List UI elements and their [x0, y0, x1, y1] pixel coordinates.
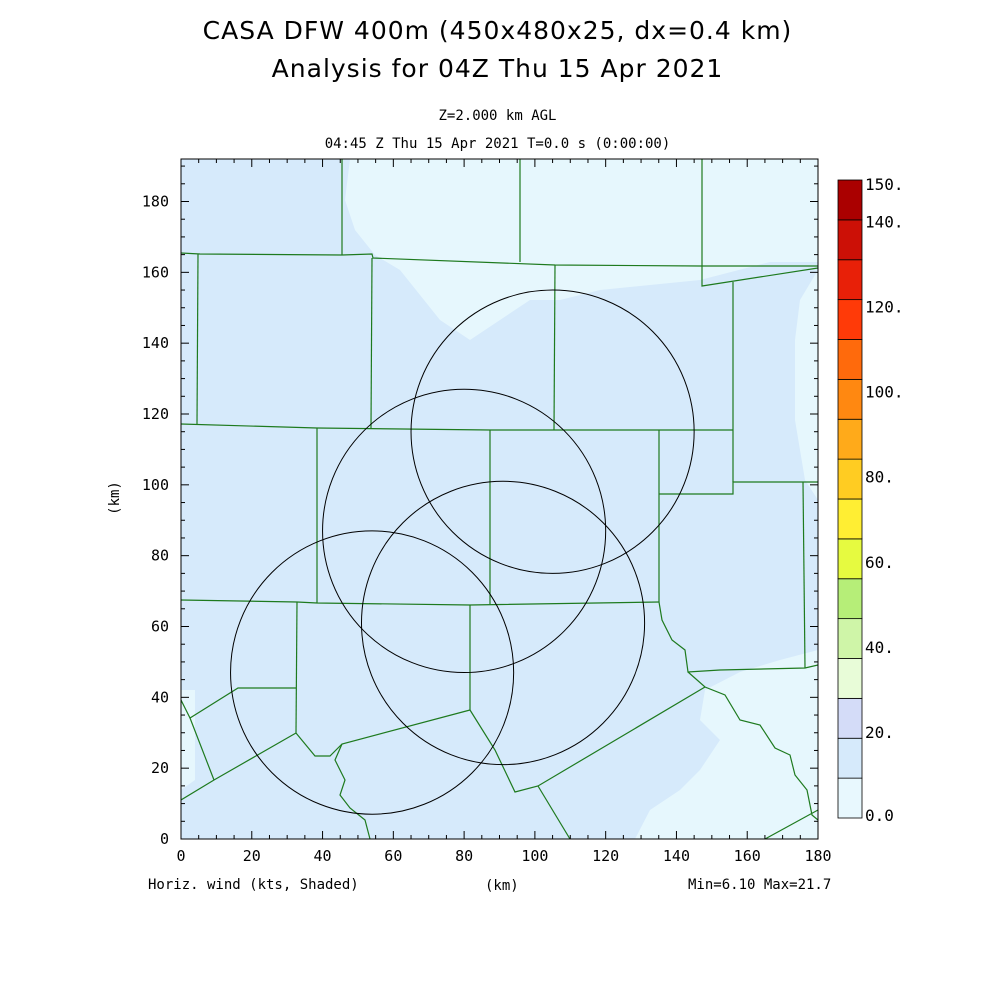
colorbar: 150. 140. 120. 100. 80. 60. 40. 20. 0.0 — [837, 175, 904, 825]
wind-shading — [181, 159, 818, 839]
x-tick-label: 140 — [663, 847, 690, 865]
county-line — [334, 743, 371, 839]
x-tick-label: 160 — [734, 847, 761, 865]
x-axis-label: (km) — [485, 878, 519, 894]
subtitle-time: 04:45 Z Thu 15 Apr 2021 T=0.0 s (0:00:00… — [324, 136, 671, 152]
y-tick-label: 20 — [151, 759, 169, 777]
x-tick-label: 180 — [804, 847, 831, 865]
x-tick-label: 40 — [314, 847, 332, 865]
x-tick-label: 60 — [384, 847, 402, 865]
county-line — [764, 809, 818, 839]
plot-axes: 0 20 40 60 80 100 120 140 160 180 0 20 40 60 80 100 120 1… — [142, 158, 832, 865]
y-tick-label: 160 — [142, 263, 169, 281]
colorbar-swatch — [837, 259, 863, 301]
footer-left: Horiz. wind (kts, Shaded) — [148, 877, 359, 893]
radar-ring — [360, 480, 646, 766]
colorbar-swatch — [837, 378, 863, 420]
colorbar-swatch — [837, 618, 863, 659]
colorbar-swatch — [837, 697, 863, 739]
colorbar-swatch — [837, 458, 863, 500]
title-line2: Analysis for 04Z Thu 15 Apr 2021 — [271, 54, 724, 83]
county-line — [701, 159, 818, 287]
radar-ring — [322, 388, 607, 674]
x-tick-label: 120 — [592, 847, 619, 865]
shade-light-southeast — [635, 650, 818, 839]
shade-light-north — [345, 159, 818, 340]
county-line — [189, 717, 215, 781]
county-line — [181, 687, 296, 719]
colorbar-swatch — [837, 578, 863, 620]
colorbar-label: 120. — [865, 298, 904, 317]
y-tick-label: 180 — [142, 193, 169, 211]
county-line — [370, 257, 373, 429]
y-tick-label: 140 — [142, 334, 169, 352]
colorbar-label: 40. — [865, 638, 894, 657]
county-line — [537, 785, 571, 839]
colorbar-swatch — [837, 737, 863, 779]
colorbar-swatch — [837, 498, 863, 540]
county-line — [802, 481, 806, 669]
colorbar-label: 140. — [865, 213, 904, 232]
colorbar-label: 20. — [865, 723, 894, 742]
colorbar-label: 60. — [865, 553, 894, 572]
county-line — [295, 601, 298, 734]
y-tick-label: 120 — [142, 405, 169, 423]
radar-ring — [230, 530, 515, 815]
x-tick-label: 100 — [521, 847, 548, 865]
colorbar-swatch — [837, 179, 863, 221]
y-tick-label: 60 — [151, 618, 169, 636]
radar-ring — [410, 289, 695, 574]
shade-light-east — [795, 270, 818, 500]
x-tick-label: 20 — [243, 847, 261, 865]
x-tick-label: 0 — [176, 847, 185, 865]
y-tick-label: 0 — [160, 830, 169, 848]
county-line — [658, 601, 818, 673]
colorbar-label: 80. — [865, 468, 894, 487]
county-boundaries — [181, 159, 818, 839]
county-line — [196, 253, 199, 425]
y-tick-label: 100 — [142, 476, 169, 494]
county-line — [181, 252, 818, 267]
radar-coverage-rings — [230, 289, 695, 815]
colorbar-swatch — [837, 339, 863, 380]
colorbar-swatch — [837, 658, 863, 699]
colorbar-label: 100. — [865, 383, 904, 402]
colorbar-label: 0.0 — [865, 806, 894, 825]
colorbar-swatch — [837, 777, 863, 819]
colorbar-swatch — [837, 418, 863, 460]
title-line1: CASA DFW 400m (450x480x25, dx=0.4 km) — [202, 16, 793, 45]
county-line — [469, 686, 706, 793]
subtitle-level: Z=2.000 km AGL — [438, 108, 557, 124]
county-line — [553, 264, 556, 431]
colorbar-swatch — [837, 299, 863, 340]
y-axis-label: (km) — [106, 481, 123, 515]
county-line — [181, 599, 660, 606]
y-tick-label: 80 — [151, 547, 169, 565]
colorbar-swatch — [837, 538, 863, 580]
colorbar-swatch — [837, 219, 863, 261]
footer-right: Min=6.10 Max=21.7 — [688, 877, 832, 893]
county-line — [687, 671, 818, 821]
colorbar-label: 150. — [865, 175, 904, 194]
x-tick-label: 80 — [455, 847, 473, 865]
county-line — [659, 481, 818, 495]
y-tick-label: 40 — [151, 688, 169, 706]
